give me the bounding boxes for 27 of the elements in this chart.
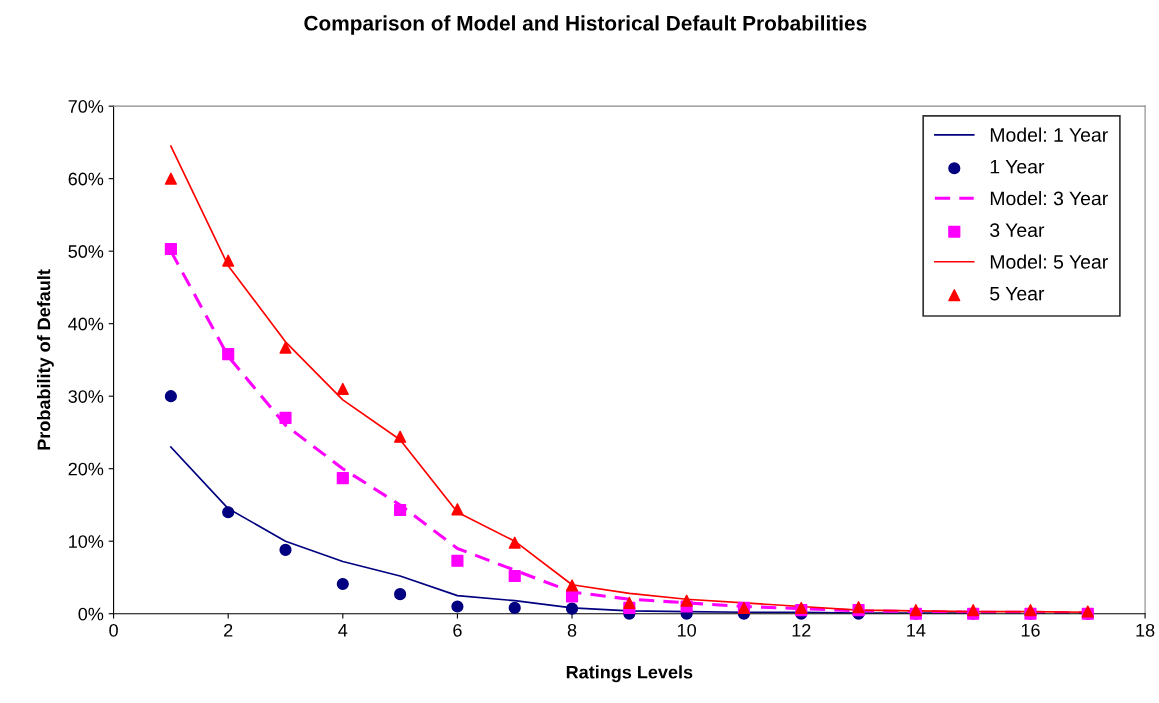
legend-label: 3 Year <box>990 223 1045 238</box>
y-tick-label: 30% <box>68 390 104 403</box>
y-tick-label: 70% <box>68 100 104 113</box>
y-tick-label: 40% <box>68 317 104 331</box>
y-tick-label: 60% <box>68 172 104 186</box>
x-tick-label: 16 <box>1021 623 1040 637</box>
y-tick-label: 0% <box>78 607 104 621</box>
x-tick-label: 6 <box>453 623 462 637</box>
y-tick-label: 10% <box>69 535 104 548</box>
x-tick-label: 18 <box>1136 623 1155 637</box>
legend-label: 5 Year <box>990 286 1045 301</box>
legend-label: 1 Year <box>990 159 1045 174</box>
legend-label: Model: 3 Year <box>990 191 1108 206</box>
y-tick-label: 50% <box>68 245 104 258</box>
x-tick-label: 0 <box>109 623 118 637</box>
x-tick-label: 4 <box>338 624 348 637</box>
y-tick-label: 20% <box>68 462 104 476</box>
x-axis-title: Ratings Levels <box>566 665 693 683</box>
chart-title: Comparison of Model and Historical Default Probabilities <box>304 15 867 35</box>
legend-label: Model: 1 Year <box>990 127 1108 142</box>
legend-label: Model: 5 Year <box>990 254 1108 269</box>
x-tick-label: 2 <box>224 623 233 637</box>
x-tick-label: 8 <box>567 623 577 637</box>
x-tick-label: 10 <box>677 623 696 637</box>
x-tick-label: 12 <box>792 623 811 637</box>
x-tick-label: 14 <box>907 624 926 637</box>
y-axis-title: Probability of Default <box>37 269 54 450</box>
